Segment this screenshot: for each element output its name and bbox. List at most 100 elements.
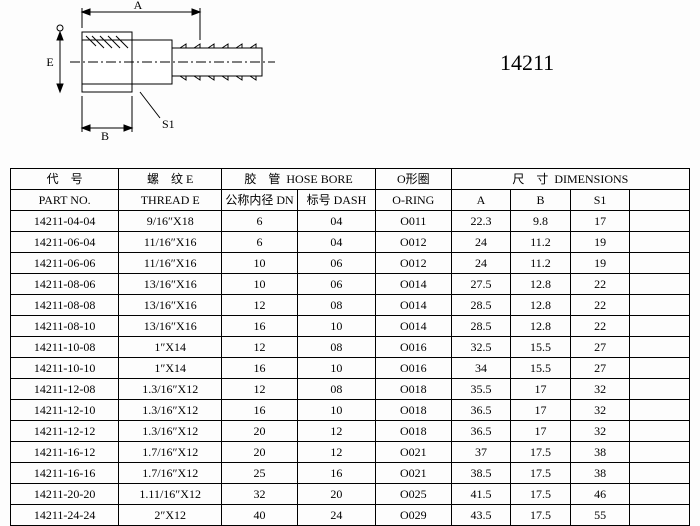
cell-s1: 27 <box>570 358 630 379</box>
cell-dash: 12 <box>297 442 375 463</box>
cell-thread: 1.7/16″X12 <box>119 442 222 463</box>
cell-a: 24 <box>451 232 511 253</box>
cell-b: 17 <box>511 421 571 442</box>
hdr-partno-en: PART NO. <box>11 190 119 211</box>
cell-oring: O011 <box>375 211 451 232</box>
cell-b: 17 <box>511 379 571 400</box>
dim-s1-label: S1 <box>162 117 175 131</box>
cell-part: 14211-12-08 <box>11 379 119 400</box>
part-number-title: 14211 <box>500 50 554 76</box>
cell-s1: 22 <box>570 316 630 337</box>
cell-a: 34 <box>451 358 511 379</box>
cell-b: 11.2 <box>511 253 571 274</box>
cell-blank <box>630 274 690 295</box>
cell-dn: 10 <box>222 274 298 295</box>
cell-dn: 20 <box>222 442 298 463</box>
cell-dn: 40 <box>222 505 298 526</box>
cell-dn: 16 <box>222 316 298 337</box>
cell-a: 36.5 <box>451 421 511 442</box>
table-row: 14211-12-081.3/16″X121208O01835.51732 <box>11 379 690 400</box>
cell-a: 41.5 <box>451 484 511 505</box>
cell-dn: 12 <box>222 379 298 400</box>
table-row: 14211-24-242″X124024O02943.517.555 <box>11 505 690 526</box>
cell-a: 28.5 <box>451 316 511 337</box>
cell-blank <box>630 400 690 421</box>
dim-e-label: E <box>46 55 53 69</box>
cell-thread: 1.7/16″X12 <box>119 463 222 484</box>
cell-dash: 10 <box>297 316 375 337</box>
cell-oring: O012 <box>375 253 451 274</box>
cell-blank <box>630 358 690 379</box>
cell-part: 14211-16-16 <box>11 463 119 484</box>
cell-b: 15.5 <box>511 337 571 358</box>
cell-blank <box>630 484 690 505</box>
hdr-dims: 尺 寸 DIMENSIONS <box>451 169 689 190</box>
cell-s1: 55 <box>570 505 630 526</box>
table-row: 14211-08-1013/16″X161610O01428.512.822 <box>11 316 690 337</box>
cell-a: 27.5 <box>451 274 511 295</box>
cell-oring: O014 <box>375 316 451 337</box>
cell-blank <box>630 505 690 526</box>
cell-oring: O016 <box>375 358 451 379</box>
cell-a: 22.3 <box>451 211 511 232</box>
cell-b: 15.5 <box>511 358 571 379</box>
cell-part: 14211-20-20 <box>11 484 119 505</box>
cell-dn: 10 <box>222 253 298 274</box>
cell-dash: 06 <box>297 274 375 295</box>
dim-a-label: A <box>134 0 143 12</box>
cell-dash: 04 <box>297 211 375 232</box>
cell-dash: 08 <box>297 379 375 400</box>
cell-b: 17.5 <box>511 463 571 484</box>
cell-oring: O018 <box>375 400 451 421</box>
cell-dn: 32 <box>222 484 298 505</box>
hdr-oring-en: O-RING <box>375 190 451 211</box>
cell-dash: 10 <box>297 358 375 379</box>
table-body: 14211-04-049/16″X18604O01122.39.817 14211… <box>11 211 690 526</box>
cell-s1: 19 <box>570 253 630 274</box>
cell-dn: 16 <box>222 358 298 379</box>
cell-dn: 6 <box>222 211 298 232</box>
cell-s1: 19 <box>570 232 630 253</box>
cell-s1: 32 <box>570 421 630 442</box>
cell-s1: 38 <box>570 442 630 463</box>
cell-s1: 38 <box>570 463 630 484</box>
cell-b: 11.2 <box>511 232 571 253</box>
cell-thread: 1.11/16″X12 <box>119 484 222 505</box>
table-row: 14211-10-101″X141610O0163415.527 <box>11 358 690 379</box>
cell-a: 38.5 <box>451 463 511 484</box>
cell-part: 14211-08-10 <box>11 316 119 337</box>
cell-dash: 16 <box>297 463 375 484</box>
cell-dash: 10 <box>297 400 375 421</box>
cell-dn: 12 <box>222 337 298 358</box>
hdr-thread-en: THREAD E <box>119 190 222 211</box>
cell-b: 17 <box>511 400 571 421</box>
cell-a: 35.5 <box>451 379 511 400</box>
cell-s1: 22 <box>570 295 630 316</box>
cell-dn: 6 <box>222 232 298 253</box>
hdr-hosebore: 胶 管 HOSE BORE <box>222 169 376 190</box>
cell-thread: 1.3/16″X12 <box>119 379 222 400</box>
cell-part: 14211-12-10 <box>11 400 119 421</box>
table-row: 14211-16-161.7/16″X122516O02138.517.538 <box>11 463 690 484</box>
hdr-dn: 公称内径 DN <box>222 190 298 211</box>
table-row: 14211-04-049/16″X18604O01122.39.817 <box>11 211 690 232</box>
cell-thread: 13/16″X16 <box>119 274 222 295</box>
cell-a: 37 <box>451 442 511 463</box>
hdr-oring-cn: O形圈 <box>375 169 451 190</box>
cell-part: 14211-08-06 <box>11 274 119 295</box>
cell-blank <box>630 442 690 463</box>
hdr-b: B <box>511 190 571 211</box>
cell-s1: 32 <box>570 379 630 400</box>
cell-s1: 32 <box>570 400 630 421</box>
table-header: 代 号 螺 纹 E 胶 管 HOSE BORE O形圈 尺 寸 DIMENSIO… <box>11 169 690 211</box>
cell-dash: 06 <box>297 253 375 274</box>
cell-blank <box>630 379 690 400</box>
cell-oring: O016 <box>375 337 451 358</box>
cell-blank <box>630 232 690 253</box>
cell-s1: 22 <box>570 274 630 295</box>
cell-dash: 20 <box>297 484 375 505</box>
cell-part: 14211-16-12 <box>11 442 119 463</box>
table-row: 14211-08-0613/16″X161006O01427.512.822 <box>11 274 690 295</box>
cell-s1: 46 <box>570 484 630 505</box>
hdr-s1: S1 <box>570 190 630 211</box>
